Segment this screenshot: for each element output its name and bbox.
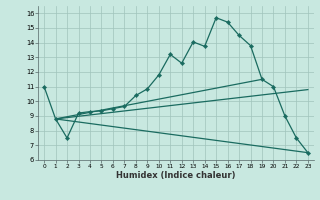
X-axis label: Humidex (Indice chaleur): Humidex (Indice chaleur) [116, 171, 236, 180]
